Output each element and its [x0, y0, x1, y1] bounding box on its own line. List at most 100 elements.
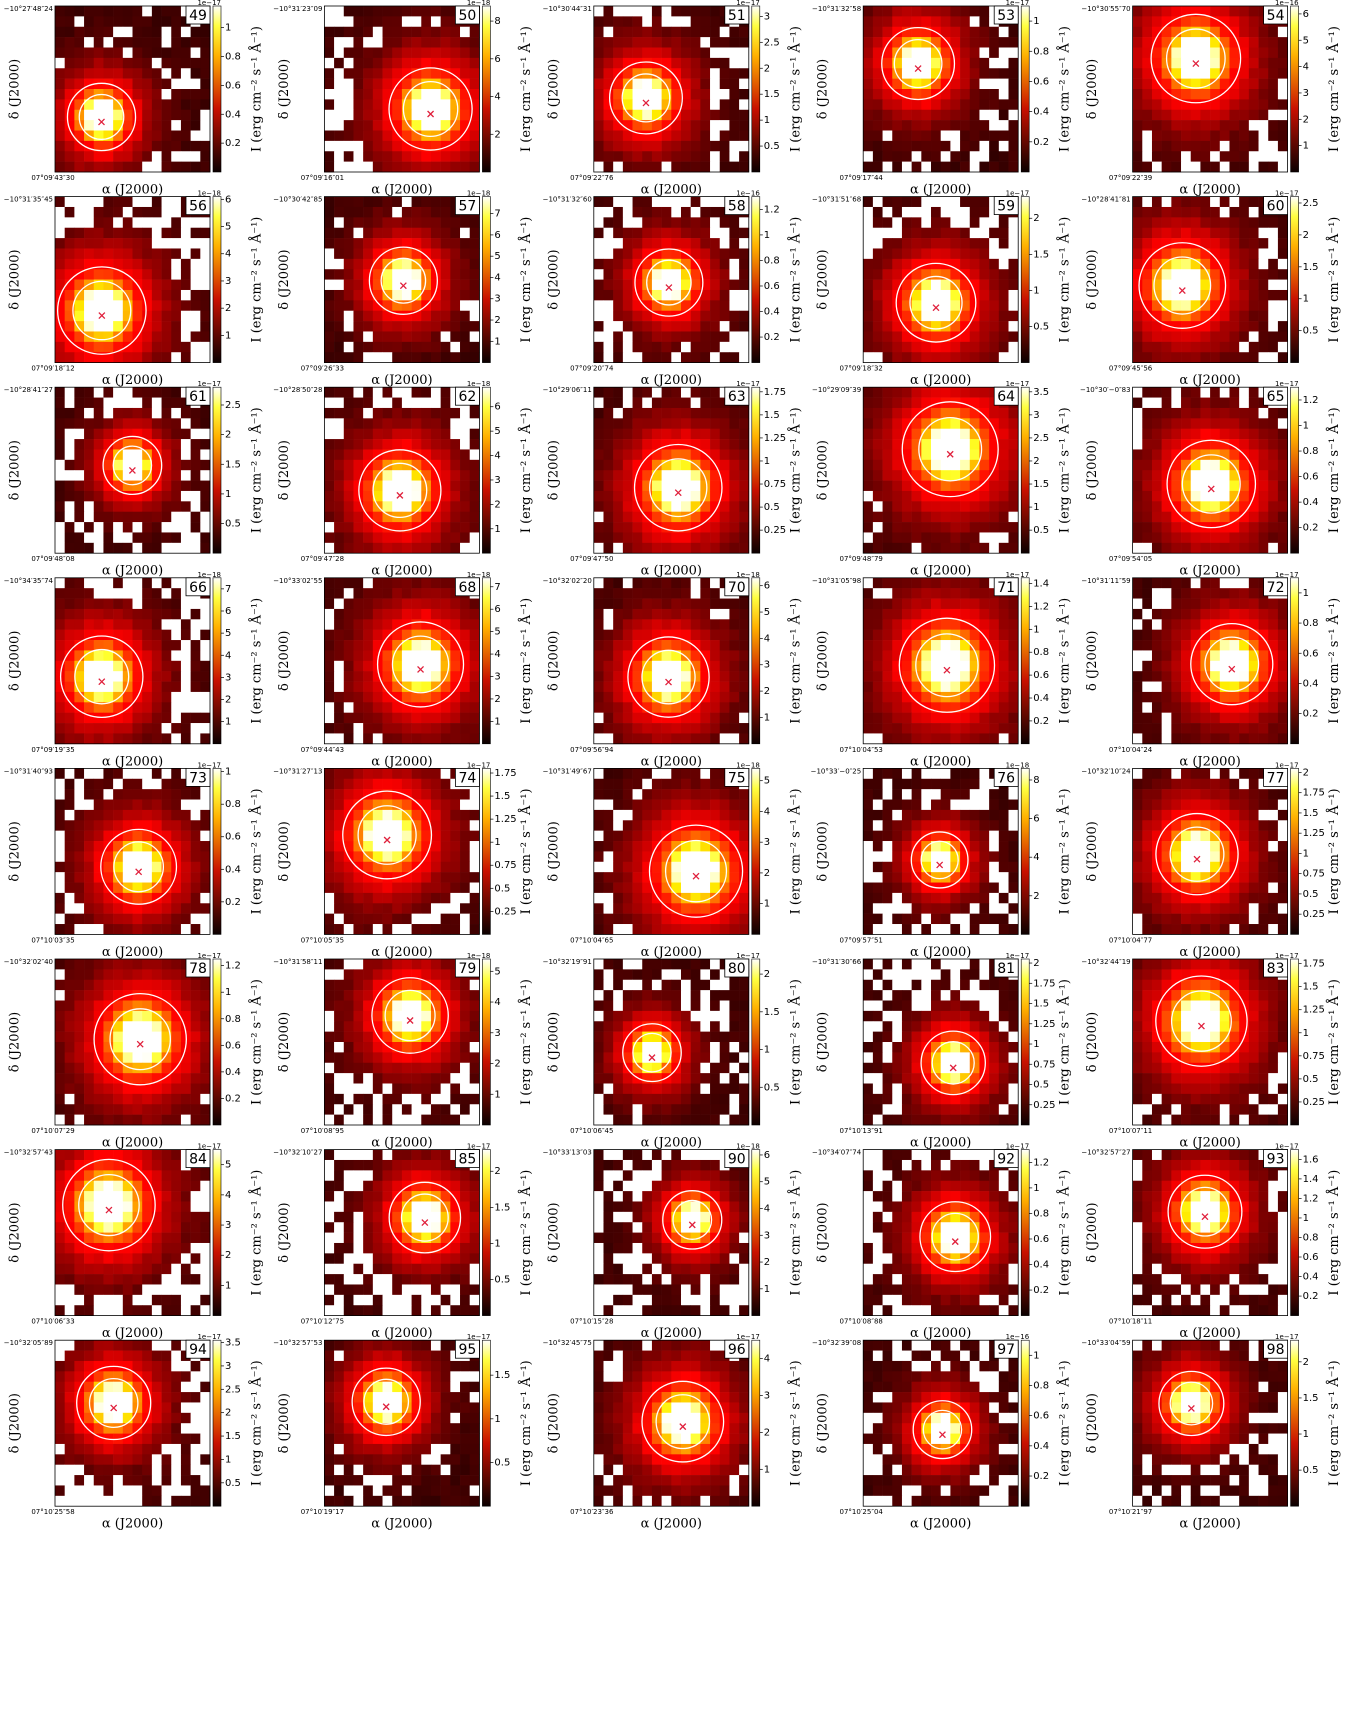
pixel	[133, 418, 143, 429]
pixel	[74, 429, 84, 440]
pixel	[55, 599, 65, 610]
pixel	[1152, 238, 1162, 249]
pixel	[1142, 16, 1152, 27]
pixel	[1191, 512, 1201, 523]
pixel	[662, 238, 672, 249]
pixel	[883, 6, 893, 17]
pixel	[133, 197, 143, 208]
pixel	[999, 481, 1009, 492]
pixel	[623, 141, 633, 152]
pixel	[739, 682, 749, 693]
pixel	[1200, 398, 1210, 409]
pixel	[412, 429, 422, 440]
pixel	[1268, 522, 1278, 533]
pixel	[431, 48, 441, 59]
colorbar-tick-label: 0.2	[1033, 137, 1049, 148]
pixel	[729, 439, 739, 450]
pixel	[162, 311, 172, 322]
pixel	[1171, 321, 1181, 332]
pixel	[892, 501, 902, 512]
pixel	[1162, 207, 1172, 218]
pixel	[999, 408, 1009, 419]
colorbar-tick-label: 1	[764, 115, 770, 126]
pixel	[103, 238, 113, 249]
pixel	[863, 449, 873, 460]
pixel	[892, 238, 902, 249]
pixel	[181, 321, 191, 332]
pixel	[470, 79, 480, 90]
pixel	[55, 16, 65, 27]
pixel	[912, 248, 922, 259]
pixel	[691, 58, 701, 69]
pixel	[739, 311, 749, 322]
pixel	[460, 532, 470, 543]
colorbar-tick-label: 2	[1303, 114, 1309, 125]
pixel	[421, 48, 431, 59]
pixel	[470, 702, 480, 713]
pixel	[902, 532, 912, 543]
pixel	[1200, 321, 1210, 332]
pixel	[1162, 429, 1172, 440]
pixel	[613, 311, 623, 322]
colorbar-tick-label: 3	[225, 276, 231, 287]
pixel	[739, 342, 749, 353]
pixel	[74, 68, 84, 79]
pixel	[729, 512, 739, 523]
pixel	[353, 578, 363, 589]
pixel	[344, 481, 354, 492]
pixel	[1220, 248, 1230, 259]
pixel	[883, 342, 893, 353]
pixel	[94, 58, 104, 69]
colorbar-tick-label: 6	[1303, 9, 1309, 20]
pixel	[979, 6, 989, 17]
pixel	[1249, 248, 1259, 259]
pixel	[363, 110, 373, 121]
pixel	[1171, 398, 1181, 409]
pixel	[700, 89, 710, 100]
pixel	[162, 89, 172, 100]
pixel	[613, 6, 623, 17]
pixel	[142, 131, 152, 142]
pixel	[431, 27, 441, 38]
pixel	[1181, 321, 1191, 332]
pixel	[960, 259, 970, 270]
pixel	[652, 238, 662, 249]
pixel	[1142, 501, 1152, 512]
pixel	[55, 387, 65, 398]
pixel	[431, 578, 441, 589]
pixel	[662, 449, 672, 460]
pixel	[431, 418, 441, 429]
pixel	[363, 331, 373, 342]
pixel	[979, 228, 989, 239]
pixel	[152, 578, 162, 589]
pixel	[324, 481, 334, 492]
pixel	[460, 162, 470, 173]
pixel	[691, 321, 701, 332]
pixel	[1171, 300, 1181, 311]
pixel	[970, 99, 980, 110]
pixel	[344, 398, 354, 409]
pixel	[1162, 352, 1172, 363]
pixel	[999, 68, 1009, 79]
pixel	[691, 300, 701, 311]
pixel	[191, 713, 201, 724]
pixel	[1191, 352, 1201, 363]
pixel	[324, 692, 334, 703]
pixel	[324, 79, 334, 90]
pixel	[1200, 418, 1210, 429]
y-axis-label: δ (J2000)	[277, 249, 292, 309]
pixel	[1210, 460, 1220, 471]
pixel	[123, 352, 133, 363]
pixel	[960, 48, 970, 59]
pixel	[334, 16, 344, 27]
pixel	[363, 491, 373, 502]
pixel	[470, 512, 480, 523]
pixel	[633, 661, 643, 672]
pixel	[344, 692, 354, 703]
pixel	[74, 48, 84, 59]
pixel	[1162, 141, 1172, 152]
pixel	[1239, 429, 1249, 440]
pixel	[431, 352, 441, 363]
pixel	[412, 228, 422, 239]
pixel	[152, 418, 162, 429]
